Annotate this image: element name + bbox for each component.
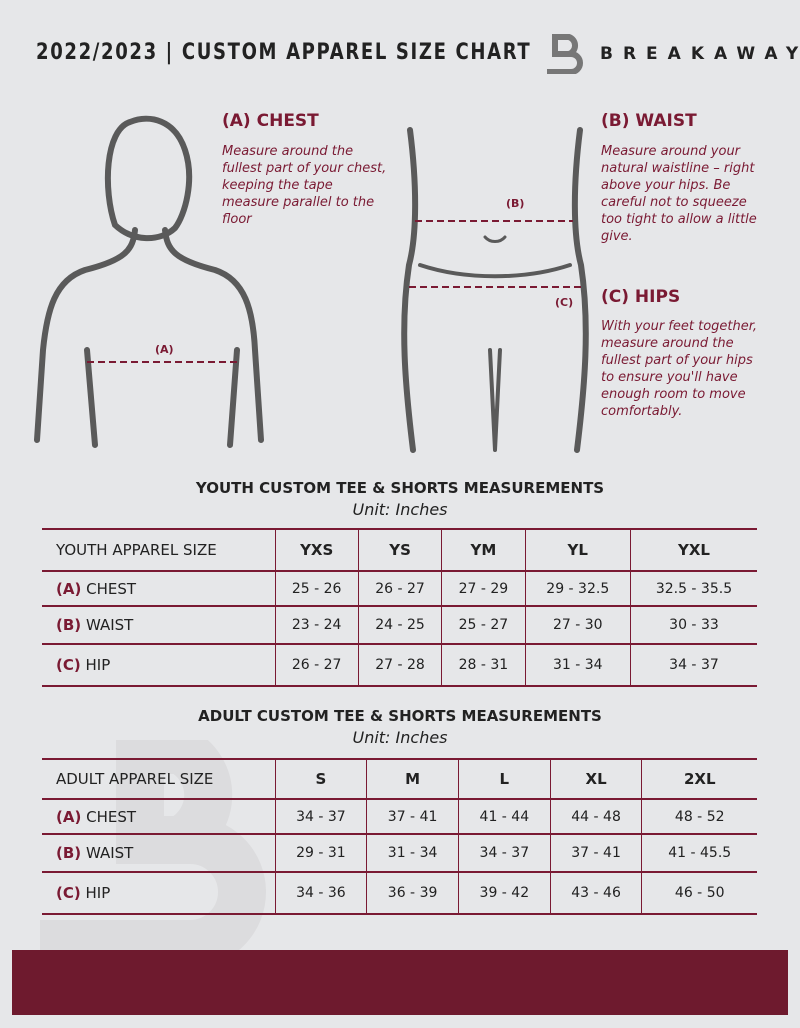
brand-name: BREAKAWAY [600, 44, 800, 64]
size-header: YXL [629, 528, 757, 572]
cell: 27 - 28 [357, 643, 442, 687]
table-row: (C) HIP 26 - 27 27 - 28 28 - 31 31 - 34 34 -… [42, 643, 757, 687]
row-name: HIP [85, 656, 111, 674]
cell: 44 - 48 [549, 798, 642, 835]
row-name: WAIST [85, 616, 134, 634]
cell: 27 - 29 [441, 570, 526, 607]
cell: 25 - 26 [274, 570, 359, 607]
size-header: L [457, 758, 551, 800]
cell: 43 - 46 [549, 871, 642, 915]
size-header: M [366, 758, 459, 800]
cell: 48 - 52 [641, 798, 757, 835]
cell: 26 - 27 [357, 570, 442, 607]
cell: 34 - 36 [274, 871, 367, 915]
cell: 37 - 41 [366, 798, 459, 835]
chest-instructions: Measure around the fullest part of your … [222, 144, 387, 227]
cell: 24 - 25 [357, 605, 442, 645]
adult-unit: Unit: Inches [352, 728, 448, 747]
footer-bar [12, 950, 788, 1015]
row-name: CHEST [86, 807, 137, 826]
table-row: (A) CHEST 25 - 26 26 - 27 27 - 29 29 - 32.5… [42, 570, 757, 607]
waist-marker: (B) [506, 197, 525, 210]
table-row: (C) HIP 34 - 36 36 - 39 39 - 42 43 - 46 46 -… [42, 871, 757, 915]
cell: 25 - 27 [441, 605, 526, 645]
hips-marker: (C) [555, 296, 574, 309]
row-name: WAIST [85, 844, 134, 862]
row-key: (B) [56, 616, 82, 634]
row-label: ADULT APPAREL SIZE [42, 758, 275, 800]
cell: 32.5 - 35.5 [629, 570, 757, 607]
youth-size-table: YOUTH APPAREL SIZE YXS YS YM YL YXL (A) CHES… [42, 528, 757, 687]
cell: 29 - 32.5 [524, 570, 631, 607]
size-header: XL [549, 758, 642, 800]
row-name: CHEST [86, 579, 137, 598]
size-header: YL [524, 528, 631, 572]
hips-instructions: With your feet together, measure around … [601, 319, 758, 419]
chest-heading: (A) CHEST [222, 111, 319, 131]
row-label: (C) HIP [42, 871, 275, 915]
row-label: (C) HIP [42, 643, 275, 687]
table-header-row: ADULT APPAREL SIZE S M L XL 2XL [42, 758, 757, 800]
cell: 34 - 37 [274, 798, 367, 835]
row-label: (B) WAIST [42, 605, 275, 645]
cell: 23 - 24 [274, 605, 359, 645]
cell: 41 - 44 [457, 798, 551, 835]
row-key: (C) [56, 884, 81, 902]
youth-unit: Unit: Inches [352, 500, 448, 519]
row-key: (B) [56, 844, 82, 862]
table-row: (B) WAIST 23 - 24 24 - 25 25 - 27 27 - 30 30… [42, 605, 757, 645]
breakaway-logo [547, 34, 583, 74]
row-key: (A) [56, 579, 82, 598]
size-header: S [274, 758, 367, 800]
page-title: 2022/2023 | CUSTOM APPAREL SIZE CHART [36, 40, 532, 65]
adult-size-table: ADULT APPAREL SIZE S M L XL 2XL (A) CHEST 34… [42, 758, 757, 915]
cell: 28 - 31 [441, 643, 526, 687]
cell: 36 - 39 [366, 871, 459, 915]
row-label: (B) WAIST [42, 833, 275, 873]
youth-table-title: YOUTH CUSTOM TEE & SHORTS MEASUREMENTS [195, 479, 605, 497]
cell: 31 - 34 [366, 833, 459, 873]
row-key: (C) [56, 656, 81, 674]
cell: 27 - 30 [524, 605, 631, 645]
cell: 34 - 37 [629, 643, 757, 687]
row-name: HIP [85, 884, 111, 902]
lower-body-figure [401, 127, 589, 453]
adult-table-title: ADULT CUSTOM TEE & SHORTS MEASUREMENTS [198, 707, 602, 725]
cell: 37 - 41 [549, 833, 642, 873]
row-label: (A) CHEST [42, 570, 275, 607]
cell: 46 - 50 [641, 871, 757, 915]
chest-marker: (A) [155, 343, 174, 356]
cell: 26 - 27 [274, 643, 359, 687]
cell: 41 - 45.5 [641, 833, 757, 873]
size-header: YS [357, 528, 442, 572]
upper-body-figure [34, 115, 264, 448]
row-label: (A) CHEST [42, 798, 275, 835]
size-header: 2XL [641, 758, 757, 800]
table-row: (A) CHEST 34 - 37 37 - 41 41 - 44 44 - 48 48… [42, 798, 757, 835]
cell: 29 - 31 [274, 833, 367, 873]
waist-heading: (B) WAIST [601, 111, 697, 131]
hips-heading: (C) HIPS [601, 287, 681, 307]
waist-instructions: Measure around your natural waistline – … [601, 144, 757, 244]
size-header: YM [441, 528, 526, 572]
cell: 31 - 34 [524, 643, 631, 687]
cell: 34 - 37 [457, 833, 551, 873]
row-label: YOUTH APPAREL SIZE [42, 528, 275, 572]
cell: 30 - 33 [629, 605, 757, 645]
size-header: YXS [274, 528, 359, 572]
table-row: (B) WAIST 29 - 31 31 - 34 34 - 37 37 - 41 41… [42, 833, 757, 873]
row-key: (A) [56, 807, 82, 826]
table-header-row: YOUTH APPAREL SIZE YXS YS YM YL YXL [42, 528, 757, 572]
cell: 39 - 42 [457, 871, 551, 915]
